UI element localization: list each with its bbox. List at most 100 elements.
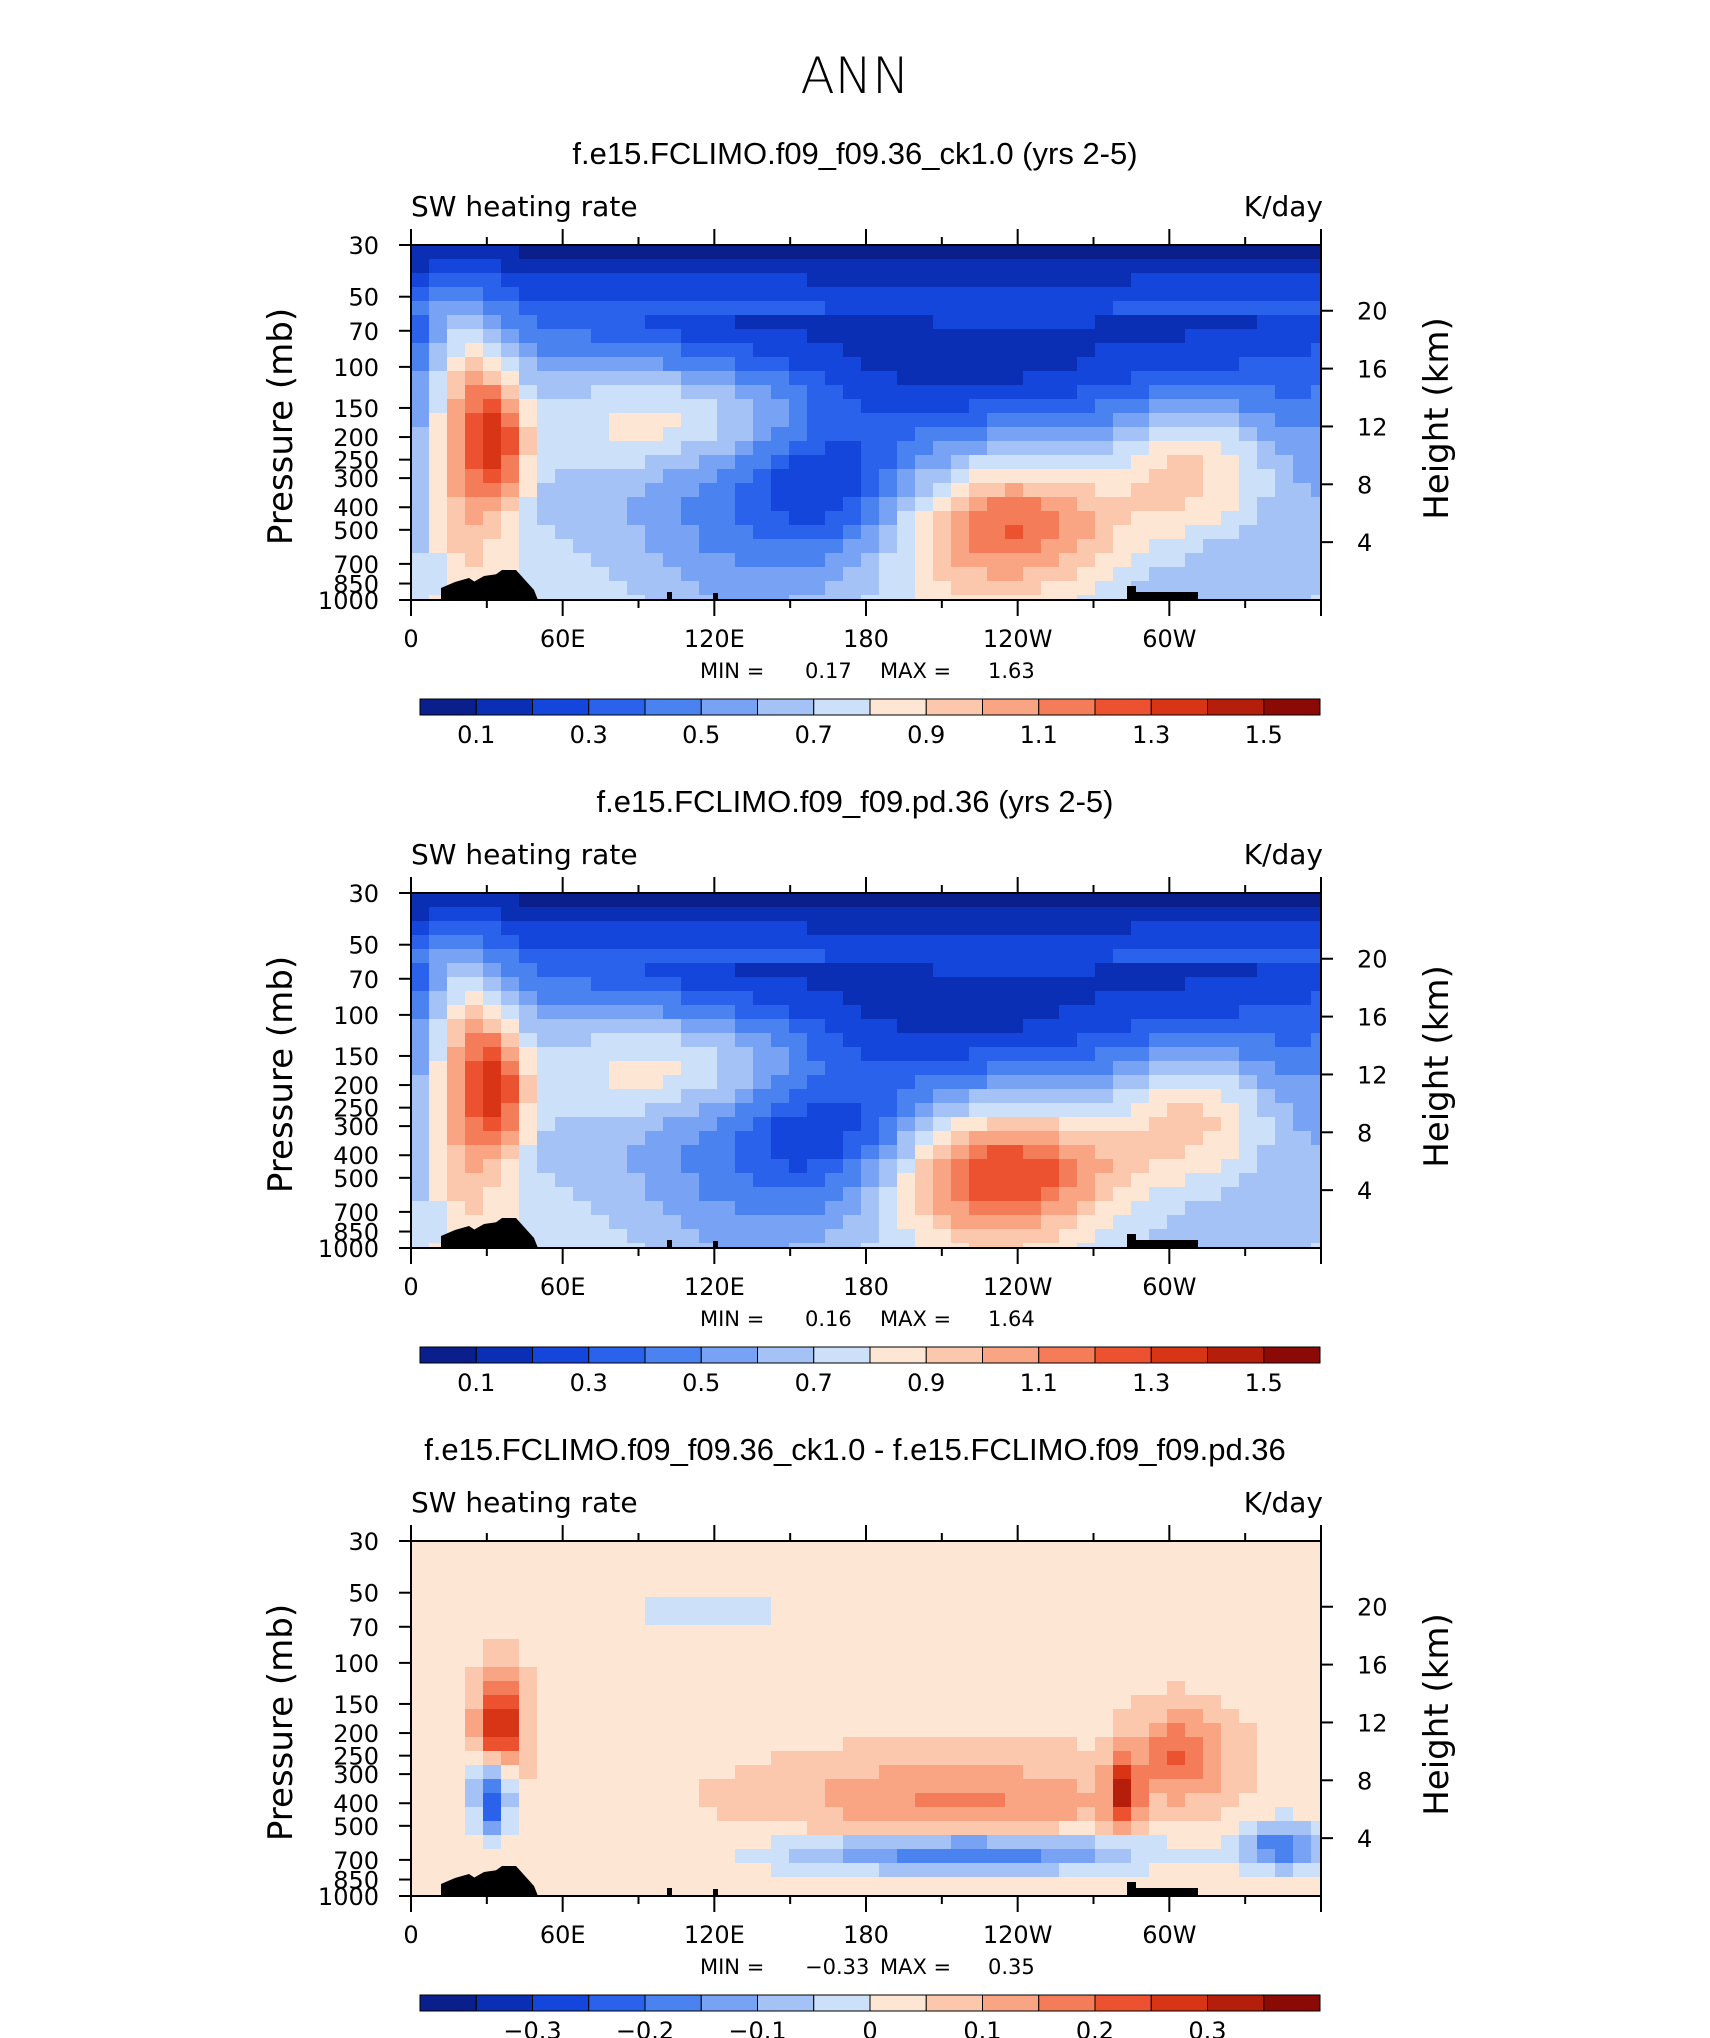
contour-cell [501, 399, 519, 413]
contour-cell [1131, 259, 1149, 273]
contour-cell [1311, 497, 1321, 511]
contour-cell [663, 1737, 681, 1751]
contour-cell [411, 1541, 429, 1555]
contour-cell [1257, 1765, 1275, 1779]
contour-cell [699, 1695, 717, 1709]
contour-cell [825, 1019, 843, 1033]
contour-cell [537, 1117, 555, 1131]
contour-cell [897, 525, 915, 539]
contour-cell [1311, 1849, 1321, 1863]
contour-cell [501, 329, 519, 343]
contour-cell [897, 1779, 915, 1793]
contour-cell [1059, 1555, 1077, 1569]
y-tick-label: 250 [333, 1743, 379, 1771]
contour-cell [429, 1173, 447, 1187]
contour-cell [1059, 977, 1077, 991]
contour-cell [1041, 497, 1059, 511]
contour-cell [771, 1583, 789, 1597]
contour-cell [447, 1751, 465, 1765]
contour-cell [1059, 1653, 1077, 1667]
contour-cell [573, 259, 591, 273]
contour-cell [663, 1005, 681, 1019]
contour-cell [843, 1849, 861, 1863]
contour-cell [1041, 287, 1059, 301]
contour-cell [411, 893, 429, 907]
contour-cell [681, 1019, 699, 1033]
contour-cell [717, 1089, 735, 1103]
y-tick-label: 200 [333, 1072, 379, 1100]
contour-cell [591, 1243, 609, 1248]
contour-cell [537, 315, 555, 329]
contour-cell [681, 1089, 699, 1103]
contour-cell [1005, 1061, 1023, 1075]
contour-cell [465, 1639, 483, 1653]
contour-cell [951, 921, 969, 935]
contour-cell [609, 1891, 627, 1896]
contour-cell [501, 413, 519, 427]
contour-cell [933, 1695, 951, 1709]
contour-cell [1311, 427, 1321, 441]
contour-cell [915, 963, 933, 977]
contour-cell [609, 1779, 627, 1793]
contour-cell [915, 977, 933, 991]
contour-cell [1023, 1583, 1041, 1597]
contour-cell [699, 301, 717, 315]
contour-cell [1077, 427, 1095, 441]
contour-cell [1005, 1089, 1023, 1103]
contour-cell [609, 907, 627, 921]
colorbar-swatch [475, 698, 533, 716]
contour-cell [879, 245, 897, 259]
contour-cell [1113, 1173, 1131, 1187]
contour-cell [915, 1541, 933, 1555]
contour-cell [591, 1089, 609, 1103]
contour-cell [1113, 301, 1131, 315]
contour-cell [627, 455, 645, 469]
contour-cell [1203, 1891, 1221, 1896]
contour-cell [1059, 1005, 1077, 1019]
contour-cell [789, 1541, 807, 1555]
contour-cell [1203, 1863, 1221, 1877]
contour-cell [807, 1541, 825, 1555]
contour-cell [1167, 399, 1185, 413]
contour-cell [789, 1201, 807, 1215]
contour-cell [825, 1159, 843, 1173]
contour-cell [1149, 385, 1167, 399]
contour-cell [663, 1835, 681, 1849]
contour-cell [951, 413, 969, 427]
contour-cell [1059, 455, 1077, 469]
contour-cell [1059, 1863, 1077, 1877]
contour-cell [825, 357, 843, 371]
contour-cell [1059, 991, 1077, 1005]
contour-cell [915, 1695, 933, 1709]
contour-cell [1131, 1793, 1149, 1807]
colorbar-swatch [1150, 698, 1208, 716]
contour-cell [1203, 1131, 1221, 1145]
contour-cell [717, 315, 735, 329]
contour-cell [771, 1215, 789, 1229]
contour-cell [879, 1061, 897, 1075]
contour-cell [699, 1089, 717, 1103]
contour-cell [1293, 1103, 1311, 1117]
contour-cell [897, 1667, 915, 1681]
contour-cell [1095, 991, 1113, 1005]
contour-cell [627, 1835, 645, 1849]
contour-cell [465, 1131, 483, 1145]
contour-cell [483, 399, 501, 413]
contour-cell [1077, 1891, 1095, 1896]
contour-cell [699, 1611, 717, 1625]
contour-cell [447, 525, 465, 539]
contour-cell [681, 497, 699, 511]
contour-cell [861, 963, 879, 977]
contour-cell [699, 1751, 717, 1765]
contour-cell [843, 1681, 861, 1695]
contour-cell [1257, 1159, 1275, 1173]
contour-cell [1149, 1709, 1167, 1723]
contour-cell [1005, 991, 1023, 1005]
contour-cell [771, 1047, 789, 1061]
contour-cell [843, 329, 861, 343]
contour-cell [1185, 273, 1203, 287]
contour-cell [573, 343, 591, 357]
contour-cell [1167, 301, 1185, 315]
contour-cell [843, 371, 861, 385]
contour-cell [1005, 301, 1023, 315]
